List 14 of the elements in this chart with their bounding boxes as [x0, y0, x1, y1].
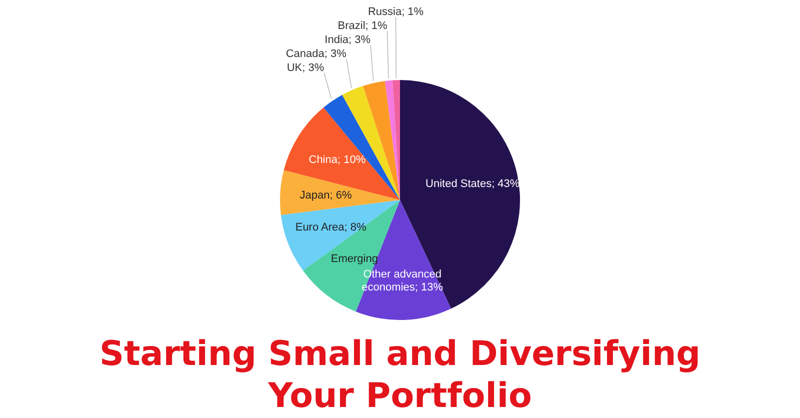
pie-slice	[280, 170, 400, 216]
pie-slice	[384, 80, 400, 200]
slice-label: China; 10%	[308, 154, 366, 166]
slice-label: UK; 3%	[286, 62, 324, 74]
slice-label: Emerging	[330, 252, 378, 265]
pie-slice	[280, 200, 400, 271]
text: Starting Small and Diversifying Your Portfolio	[100, 334, 700, 416]
slice-label: Russia; 1%	[368, 6, 424, 18]
pie-slice	[284, 108, 400, 200]
slice-label: Brazil; 1%	[338, 20, 388, 32]
slice-label: Euro Area; 8%	[295, 221, 367, 234]
slice-label: India; 3%	[324, 34, 371, 46]
slice-label: Canada; 3%	[286, 48, 347, 60]
slice-label: Japan; 6%	[300, 189, 352, 202]
